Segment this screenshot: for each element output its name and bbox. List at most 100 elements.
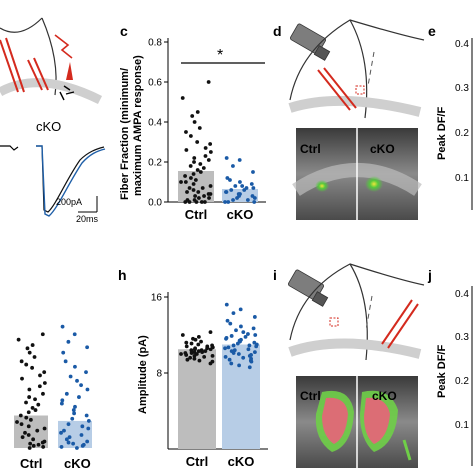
chart-h-point-cko (229, 362, 233, 366)
chart-h-bar-cko (222, 345, 260, 450)
chart-c-point-ctrl (192, 160, 196, 164)
chart-g-point-ctrl (27, 410, 31, 414)
chart-c-point-cko (225, 156, 229, 160)
chart-h-point-ctrl (192, 357, 196, 361)
chart-h-point-ctrl (190, 342, 194, 346)
chart-h-point-ctrl (197, 335, 201, 339)
chart-c-point-ctrl (196, 190, 200, 194)
imaging-roi-d (356, 86, 364, 94)
chart-h-point-ctrl (196, 343, 200, 347)
scale-bar-x-label: 20ms (76, 214, 99, 224)
chart-c-point-ctrl (183, 200, 187, 204)
chart-j-tick-0.1: 0.1 (455, 420, 469, 431)
panel-letter-c: c (120, 23, 128, 39)
chart-g-point-ctrl (33, 397, 37, 401)
chart-h-point-ctrl (179, 352, 183, 356)
chart-g-point-cko (61, 325, 65, 329)
chart-g-point-ctrl (20, 422, 24, 426)
panel-c: c Fiber Fraction (minimum/ maximum AMPA … (119, 23, 266, 222)
chart-j-tick-0.3: 0.3 (455, 332, 469, 343)
chart-c-point-ctrl (203, 200, 207, 204)
chart-c-point-ctrl (195, 140, 199, 144)
chart-c-point-ctrl (196, 110, 200, 114)
chart-c-point-ctrl (192, 156, 196, 160)
chart-c-point-cko (224, 190, 228, 194)
camera-icon-i (288, 269, 328, 306)
chart-c-point-cko (246, 198, 250, 202)
chart-c-point-ctrl (179, 180, 183, 184)
chart-g-point-cko (69, 375, 73, 379)
chart-c: 0.0 0.2 0.4 0.6 0.8 Ctrl cKO (148, 38, 266, 223)
panel-e: e Peak DF/F 0.4 0.3 0.2 0.1 (428, 23, 472, 210)
slice-label-ctrl-d: Ctrl (300, 142, 321, 156)
chart-h-point-cko (226, 319, 230, 323)
chart-h-ylabel: Amplitude (pA) (137, 335, 149, 414)
chart-g-point-cko (80, 424, 84, 428)
chart-h-point-cko (253, 315, 257, 319)
chart-h-point-ctrl (190, 351, 194, 355)
chart-g-point-ctrl (43, 381, 47, 385)
chart-g-point-ctrl (31, 437, 35, 441)
chart-e-tick-0.3: 0.3 (455, 83, 469, 94)
chart-g-point-ctrl (28, 446, 32, 450)
chart-j-tick-0.4: 0.4 (455, 289, 469, 300)
chart-g-point-cko (61, 351, 65, 355)
chart-h-point-cko (232, 311, 236, 315)
chart-e-ylabel: Peak DF/F (436, 107, 448, 160)
chart-c-point-ctrl (194, 178, 198, 182)
chart-c-point-ctrl (197, 196, 201, 200)
trace-cko-label: cKO (36, 119, 61, 134)
chart-g-point-ctrl (31, 343, 35, 347)
chart-h-point-cko (239, 325, 243, 329)
chart-c-ytick-label: 0.8 (148, 38, 162, 49)
chart-g-point-ctrl (27, 433, 31, 437)
chart-h-point-cko (232, 351, 236, 355)
trace-ctrl (0, 146, 18, 150)
chart-e-tick-0.1: 0.1 (455, 173, 469, 184)
chart-c-point-cko (240, 184, 244, 188)
chart-h-point-cko (239, 307, 243, 311)
chart-g-point-cko (67, 422, 71, 426)
chart-c-ylabel-2: maximum AMPA response) (132, 55, 144, 196)
chart-h-point-ctrl (186, 358, 190, 362)
chart-g-point-ctrl (32, 444, 36, 448)
chart-g-point-ctrl (41, 332, 45, 336)
chart-g-xlabel-cko: cKO (64, 456, 91, 471)
panel-letter-e: e (428, 23, 436, 39)
chart-h-point-ctrl (184, 353, 188, 357)
panel-a: cKO 200pA 20ms (0, 18, 105, 224)
brain-outline (0, 18, 42, 32)
chart-g-point-cko (71, 442, 75, 446)
chart-c-point-ctrl (184, 180, 188, 184)
chart-h-point-ctrl (200, 350, 204, 354)
chart-g-point-cko (73, 332, 77, 336)
chart-g-point-ctrl (41, 445, 45, 449)
chart-c-point-cko (251, 186, 255, 190)
chart-c-point-ctrl (193, 194, 197, 198)
chart-g-point-cko (73, 405, 77, 409)
chart-g-point-cko (80, 433, 84, 437)
chart-c-point-ctrl (199, 170, 203, 174)
chart-g-point-ctrl (17, 338, 21, 342)
chart-g-point-cko (81, 444, 85, 448)
chart-g-point-cko (60, 402, 64, 406)
chart-h-ytick-label: 8 (156, 369, 162, 380)
chart-e-tick-0.2: 0.2 (455, 128, 469, 139)
chart-h-point-cko (254, 345, 258, 349)
chart-c-point-ctrl (184, 148, 188, 152)
chart-c-point-ctrl (183, 174, 187, 178)
chart-g-point-ctrl (42, 370, 46, 374)
panel-h: h Amplitude (pA) 816Ctrl cKO (118, 267, 268, 469)
chart-g-point-ctrl (38, 384, 42, 388)
chart-h-point-ctrl (194, 338, 198, 342)
chart-g-point-ctrl (36, 403, 40, 407)
chart-c-point-ctrl (189, 134, 193, 138)
chart-g-xlabel-ctrl: Ctrl (20, 456, 42, 471)
chart-c-ytick-label: 0.2 (148, 158, 162, 169)
chart-g-point-ctrl (24, 401, 28, 405)
chart-g-point-ctrl (38, 374, 42, 378)
response-spot-ctrl-d (315, 180, 329, 192)
chart-c-point-ctrl (192, 188, 196, 192)
chart-g-point-cko (67, 441, 71, 445)
